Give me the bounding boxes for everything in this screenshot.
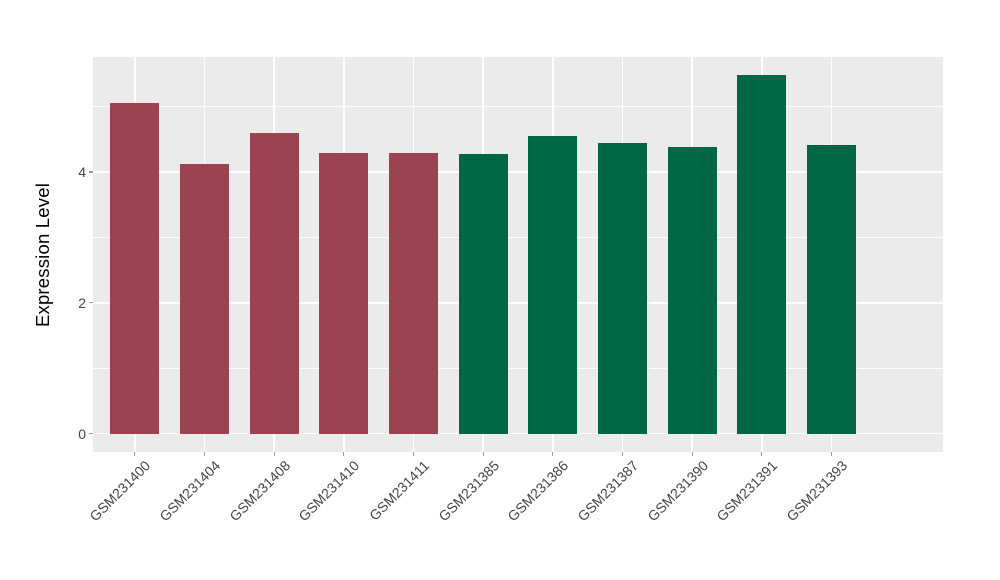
y-tick-label: 2 bbox=[78, 294, 86, 311]
bar-GSM231400 bbox=[110, 102, 160, 434]
minor-gridline-horizontal bbox=[93, 237, 943, 238]
x-tick-label: GSM231404 bbox=[156, 457, 224, 525]
x-tick-label: GSM231400 bbox=[86, 457, 154, 525]
bar-GSM231393 bbox=[807, 144, 856, 434]
y-axis-title-container: Expression Level bbox=[26, 57, 60, 452]
x-axis-tick bbox=[134, 452, 136, 456]
x-axis-tick bbox=[552, 452, 554, 456]
minor-gridline-horizontal bbox=[93, 106, 943, 108]
major-gridline-horizontal bbox=[93, 432, 943, 435]
x-tick-label: GSM231410 bbox=[295, 457, 363, 525]
y-axis-tick bbox=[89, 302, 93, 304]
x-axis-tick bbox=[343, 452, 345, 456]
plot-panel bbox=[93, 57, 943, 452]
x-axis-tick bbox=[412, 452, 415, 456]
x-axis-tick bbox=[482, 452, 484, 456]
x-tick-label: GSM231393 bbox=[783, 457, 851, 525]
major-gridline-horizontal bbox=[93, 171, 943, 173]
x-tick-label: GSM231408 bbox=[225, 457, 293, 525]
bar-GSM231387 bbox=[598, 143, 647, 434]
minor-gridline-horizontal bbox=[93, 367, 943, 369]
bar-GSM231404 bbox=[180, 164, 229, 434]
bar-GSM231385 bbox=[458, 154, 508, 434]
x-tick-label: GSM231390 bbox=[643, 457, 711, 525]
y-axis-tick bbox=[89, 171, 93, 173]
x-tick-label: GSM231385 bbox=[434, 457, 502, 525]
bar-GSM231408 bbox=[249, 132, 299, 434]
y-tick-label: 4 bbox=[78, 164, 86, 181]
x-axis-tick bbox=[761, 452, 763, 456]
y-tick-label: 0 bbox=[78, 425, 86, 442]
x-axis-tick bbox=[203, 452, 206, 456]
bar-GSM231410 bbox=[319, 153, 369, 434]
x-axis-tick bbox=[691, 452, 693, 456]
x-tick-label: GSM231387 bbox=[574, 457, 642, 525]
major-gridline-horizontal bbox=[93, 302, 943, 304]
x-tick-label: GSM231391 bbox=[713, 457, 781, 525]
y-axis-tick bbox=[89, 433, 93, 435]
bar-GSM231386 bbox=[528, 136, 578, 434]
x-tick-label: GSM231411 bbox=[365, 457, 433, 524]
x-tick-label: GSM231386 bbox=[504, 457, 572, 525]
bar-GSM231411 bbox=[389, 153, 438, 434]
bar-GSM231391 bbox=[737, 75, 787, 434]
x-axis-tick bbox=[273, 452, 275, 456]
bar-GSM231390 bbox=[667, 146, 717, 434]
x-axis-tick bbox=[621, 452, 624, 456]
x-axis-tick bbox=[830, 452, 833, 456]
